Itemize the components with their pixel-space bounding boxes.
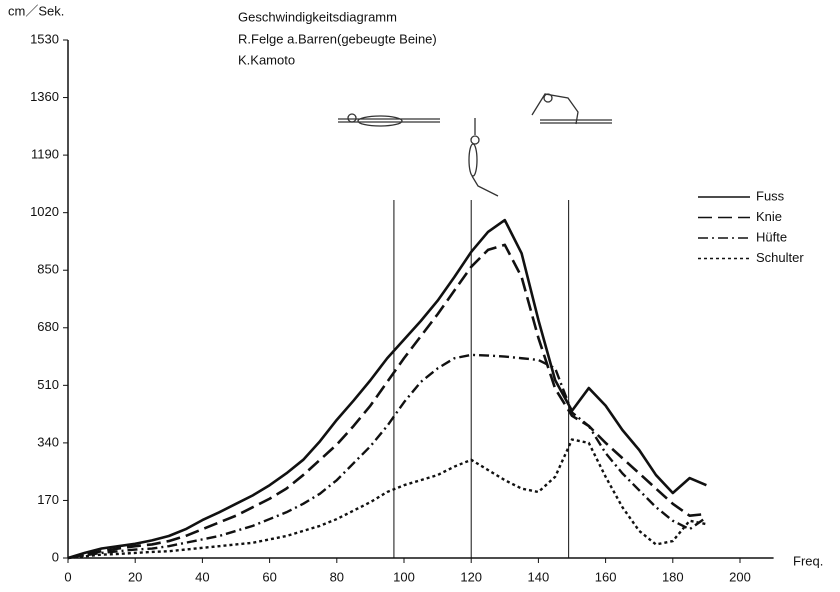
series-line: [67, 438, 707, 560]
y-tick-label: 850: [37, 262, 59, 277]
legend-label: Fuss: [756, 188, 785, 203]
series-line: [67, 353, 708, 560]
legend-label: Hüfte: [756, 229, 787, 244]
y-tick-label: 1360: [30, 89, 59, 104]
x-tick-label: 60: [262, 569, 276, 584]
x-tick-label: 120: [460, 569, 482, 584]
y-tick-label: 340: [37, 434, 59, 449]
chart-author: K.Kamoto: [238, 52, 295, 67]
legend-label: Schulter: [756, 250, 804, 265]
y-axis-label: cm／Sek.: [8, 3, 64, 18]
y-tick-label: 680: [37, 319, 59, 334]
x-axis-label: Freq.: [793, 553, 823, 568]
x-tick-label: 80: [330, 569, 344, 584]
x-tick-label: 200: [729, 569, 751, 584]
y-tick-label: 1190: [31, 147, 59, 162]
illustration: [338, 93, 612, 197]
x-tick-label: 100: [393, 569, 415, 584]
x-tick-label: 40: [195, 569, 209, 584]
x-tick-label: 140: [528, 569, 550, 584]
y-tick-label: 0: [52, 549, 59, 564]
chart-title: Geschwindigkeitsdiagramm: [238, 9, 397, 24]
y-tick-label: 1020: [30, 204, 59, 219]
y-tick-label: 170: [37, 492, 59, 507]
series-line: [67, 243, 707, 560]
x-tick-label: 160: [595, 569, 617, 584]
legend-label: Knie: [756, 209, 782, 224]
y-tick-label: 1530: [30, 31, 59, 46]
x-tick-label: 180: [662, 569, 684, 584]
x-tick-label: 20: [128, 569, 142, 584]
series-line: [67, 218, 707, 560]
x-tick-label: 0: [64, 569, 71, 584]
chart-subtitle: R.Felge a.Barren(gebeugte Beine): [238, 31, 437, 46]
y-tick-label: 510: [37, 377, 59, 392]
